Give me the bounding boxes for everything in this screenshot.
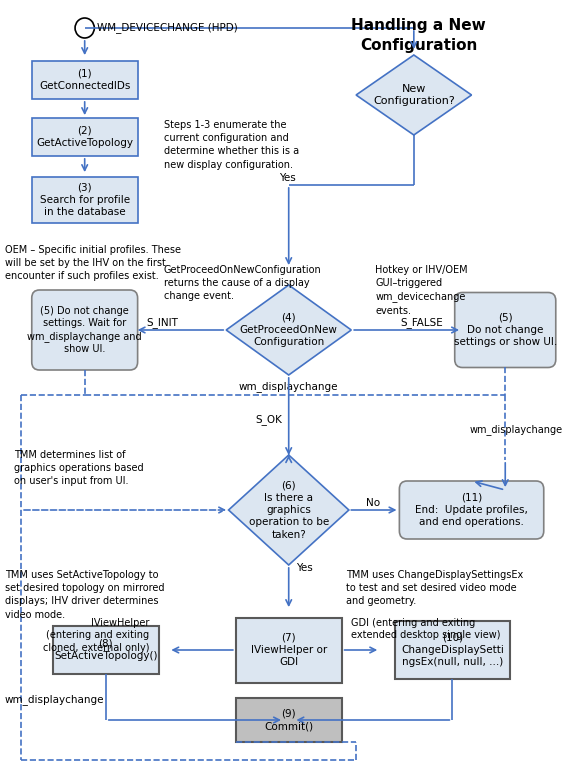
Text: GetProceedOnNewConfiguration
returns the cause of a display
change event.: GetProceedOnNewConfiguration returns the… bbox=[164, 265, 321, 301]
Text: (7)
IViewHelper or
GDI: (7) IViewHelper or GDI bbox=[251, 632, 327, 667]
Text: S_OK: S_OK bbox=[255, 415, 282, 425]
Bar bbox=[32, 118, 137, 156]
Text: (11)
End:  Update profiles,
and end operations.: (11) End: Update profiles, and end opera… bbox=[415, 493, 528, 528]
Bar bbox=[236, 698, 342, 742]
Text: Yes: Yes bbox=[279, 173, 296, 183]
Polygon shape bbox=[229, 455, 349, 565]
Text: S_INIT: S_INIT bbox=[146, 318, 178, 329]
FancyBboxPatch shape bbox=[32, 290, 137, 370]
Text: (2)
GetActiveTopology: (2) GetActiveTopology bbox=[36, 126, 133, 148]
Text: wm_displaychange: wm_displaychange bbox=[239, 381, 339, 392]
Text: (5) Do not change
settings. Wait for
wm_displaychange and
show UI.: (5) Do not change settings. Wait for wm_… bbox=[27, 306, 142, 354]
Text: Hotkey or IHV/OEM
GUI–triggered
wm_devicechange
events.: Hotkey or IHV/OEM GUI–triggered wm_devic… bbox=[375, 265, 468, 315]
FancyBboxPatch shape bbox=[455, 292, 556, 367]
Text: wm_displaychange: wm_displaychange bbox=[5, 694, 104, 705]
Text: WM_DEVICECHANGE (HPD): WM_DEVICECHANGE (HPD) bbox=[97, 22, 238, 33]
Text: (4)
GetProceedOnNew
Configuration: (4) GetProceedOnNew Configuration bbox=[240, 312, 338, 347]
Text: TMM uses ChangeDisplaySettingsEx
to test and set desired video mode
and geometry: TMM uses ChangeDisplaySettingsEx to test… bbox=[346, 570, 524, 606]
Text: New
Configuration?: New Configuration? bbox=[373, 84, 455, 106]
Text: TMM uses SetActiveTopology to
set desired topology on mirrored
displays; IHV dri: TMM uses SetActiveTopology to set desire… bbox=[5, 570, 164, 619]
Bar bbox=[32, 177, 137, 223]
Text: (10)
ChangeDisplaySetti
ngsEx(null, null, ...): (10) ChangeDisplaySetti ngsEx(null, null… bbox=[401, 632, 504, 667]
Bar bbox=[236, 618, 342, 683]
Text: OEM – Specific initial profiles. These
will be set by the IHV on the first
encou: OEM – Specific initial profiles. These w… bbox=[5, 245, 181, 281]
Text: (6)
Is there a
graphics
operation to be
taken?: (6) Is there a graphics operation to be … bbox=[249, 480, 329, 540]
Bar bbox=[53, 626, 159, 674]
Text: TMM determines list of
graphics operations based
on user's input from UI.: TMM determines list of graphics operatio… bbox=[14, 450, 144, 487]
Bar bbox=[394, 621, 510, 679]
Text: (3)
Search for profile
in the database: (3) Search for profile in the database bbox=[39, 183, 130, 218]
Text: wm_displaychange: wm_displaychange bbox=[470, 425, 563, 436]
Text: Steps 1-3 enumerate the
current configuration and
determine whether this is a
ne: Steps 1-3 enumerate the current configur… bbox=[164, 120, 299, 170]
Text: S_FALSE: S_FALSE bbox=[400, 318, 443, 329]
Text: No: No bbox=[366, 498, 380, 508]
Text: Yes: Yes bbox=[296, 563, 313, 573]
Text: (1)
GetConnectedIDs: (1) GetConnectedIDs bbox=[39, 69, 130, 91]
Text: (8)
SetActiveTopology(): (8) SetActiveTopology() bbox=[54, 639, 158, 661]
FancyBboxPatch shape bbox=[400, 481, 543, 539]
Text: IViewHelper
(entering and exiting
cloned, external only): IViewHelper (entering and exiting cloned… bbox=[43, 618, 149, 653]
Text: GDI (entering and exiting
extended desktop single view): GDI (entering and exiting extended deskt… bbox=[351, 618, 501, 640]
Text: Handling a New
Configuration: Handling a New Configuration bbox=[351, 18, 486, 53]
Polygon shape bbox=[356, 55, 472, 135]
Text: (9)
Commit(): (9) Commit() bbox=[264, 709, 313, 731]
Text: (5)
Do not change
settings or show UI.: (5) Do not change settings or show UI. bbox=[454, 312, 557, 347]
Bar bbox=[32, 61, 137, 99]
Polygon shape bbox=[226, 285, 351, 375]
